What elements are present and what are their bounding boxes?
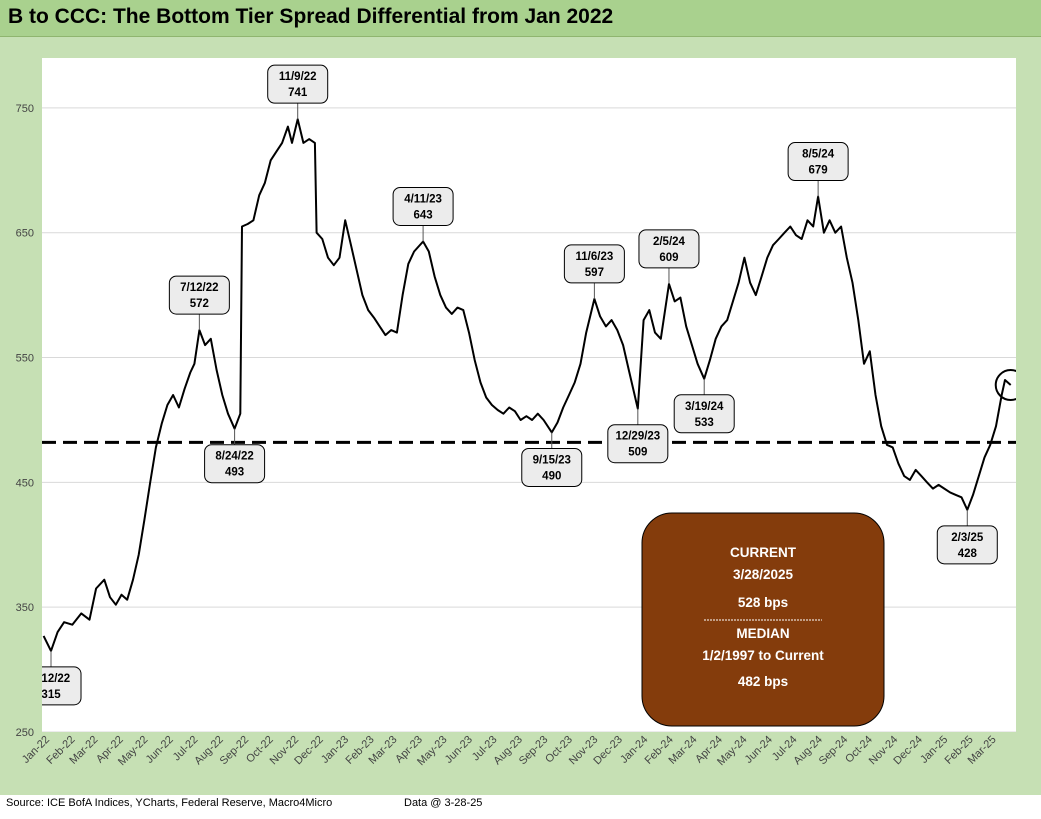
callout-value: 533 (695, 417, 714, 429)
callout-box (204, 444, 266, 484)
chart-title: B to CCC: The Bottom Tier Spread Differe… (8, 5, 614, 28)
callout-value: 597 (585, 267, 604, 279)
callout-box (521, 447, 583, 487)
callout-value: 315 (42, 689, 61, 701)
callout-value: 490 (542, 470, 561, 482)
callout-date: 8/24/22 (215, 451, 253, 463)
title-bar: B to CCC: The Bottom Tier Spread Differe… (0, 0, 1041, 37)
x-tick-label: Jun-24 (743, 734, 775, 766)
callout-date: 12/29/23 (615, 431, 660, 443)
callout-date: 3/19/24 (685, 401, 724, 413)
median-value: 482 bps (738, 674, 788, 689)
chart-frame: B to CCC: The Bottom Tier Spread Differe… (0, 0, 1041, 795)
y-tick-label: 250 (16, 727, 34, 739)
callout-box (42, 666, 82, 706)
data-callout: 1/12/22 315 (42, 650, 82, 706)
current-value-marker (994, 369, 1016, 402)
callout-box (787, 142, 849, 182)
data-callout: 8/5/24 679 (787, 142, 849, 197)
data-callout: 12/29/23 509 (607, 408, 669, 464)
callout-box (936, 525, 998, 565)
callout-value: 509 (628, 447, 647, 459)
median-label: MEDIAN (736, 626, 789, 641)
summary-box: CURRENT 3/28/2025 528 bps MEDIAN 1/2/1997 to… (641, 512, 885, 727)
callout-value: 679 (809, 165, 828, 177)
callout-value: 428 (958, 548, 978, 560)
current-value: 528 bps (738, 595, 788, 610)
callout-box (563, 244, 625, 284)
plot-area: 1/12/22 315 7/12/22 572 8/24/22 493 11/9/22 741… (42, 58, 1016, 732)
data-callout: 3/19/24 533 (673, 378, 735, 434)
callout-date: 2/5/24 (653, 236, 686, 248)
callout-value: 741 (288, 87, 308, 99)
callout-value: 609 (659, 252, 678, 264)
callout-box (673, 394, 735, 434)
callout-box (267, 64, 329, 104)
y-tick-label: 650 (16, 228, 34, 240)
data-callout: 11/9/22 741 (267, 64, 329, 120)
spread-series-line (42, 118, 1012, 652)
median-range: 1/2/1997 to Current (702, 648, 824, 663)
callout-date: 11/6/23 (576, 251, 614, 263)
data-callout: 7/12/22 572 (168, 275, 230, 331)
data-callout: 2/5/24 609 (638, 229, 700, 284)
callout-value: 572 (190, 298, 209, 310)
callout-date: 7/12/22 (180, 282, 218, 294)
x-tick-label: Sep-23 (517, 734, 551, 768)
callout-value: 493 (225, 467, 244, 479)
callout-box (607, 424, 669, 464)
data-callout: 4/11/23 643 (392, 186, 454, 242)
data-callout: 8/24/22 493 (204, 428, 266, 484)
data-callout: 9/15/23 490 (521, 432, 583, 487)
x-tick-label: Sep-22 (218, 734, 252, 768)
callout-box (392, 186, 454, 226)
footer: Source: ICE BofA Indices, YCharts, Feder… (0, 795, 1041, 819)
x-tick-label: Jun-22 (144, 734, 176, 766)
x-tick-label: Sep-24 (817, 734, 851, 768)
data-callout: 11/6/23 597 (563, 244, 625, 299)
x-tick-label: Jun-23 (443, 734, 475, 766)
callout-date: 2/3/25 (951, 532, 984, 544)
spread-chart: 1/12/22 315 7/12/22 572 8/24/22 493 11/9/22 741… (42, 64, 1016, 732)
current-label: CURRENT (730, 545, 797, 560)
y-tick-label: 550 (16, 353, 34, 365)
callout-date: 9/15/23 (533, 454, 571, 466)
current-date: 3/28/2025 (733, 567, 794, 582)
callout-date: 8/5/24 (802, 149, 835, 161)
data-callout: 2/3/25 428 (936, 509, 998, 565)
callout-date: 4/11/23 (404, 193, 442, 205)
callout-date: 11/9/22 (279, 71, 317, 83)
y-tick-label: 350 (16, 602, 34, 614)
source-note: Source: ICE BofA Indices, YCharts, Feder… (6, 797, 333, 809)
y-tick-label: 750 (16, 103, 34, 115)
y-tick-label: 450 (16, 477, 34, 489)
callout-box (638, 229, 700, 269)
axis-layer: 250350450550650750Jan-22Feb-22Mar-22Apr-… (16, 103, 999, 768)
data-date-note: Data @ 3-28-25 (404, 797, 483, 809)
callout-value: 643 (414, 209, 433, 221)
callout-box (168, 275, 230, 315)
callout-date: 1/12/22 (42, 673, 70, 685)
